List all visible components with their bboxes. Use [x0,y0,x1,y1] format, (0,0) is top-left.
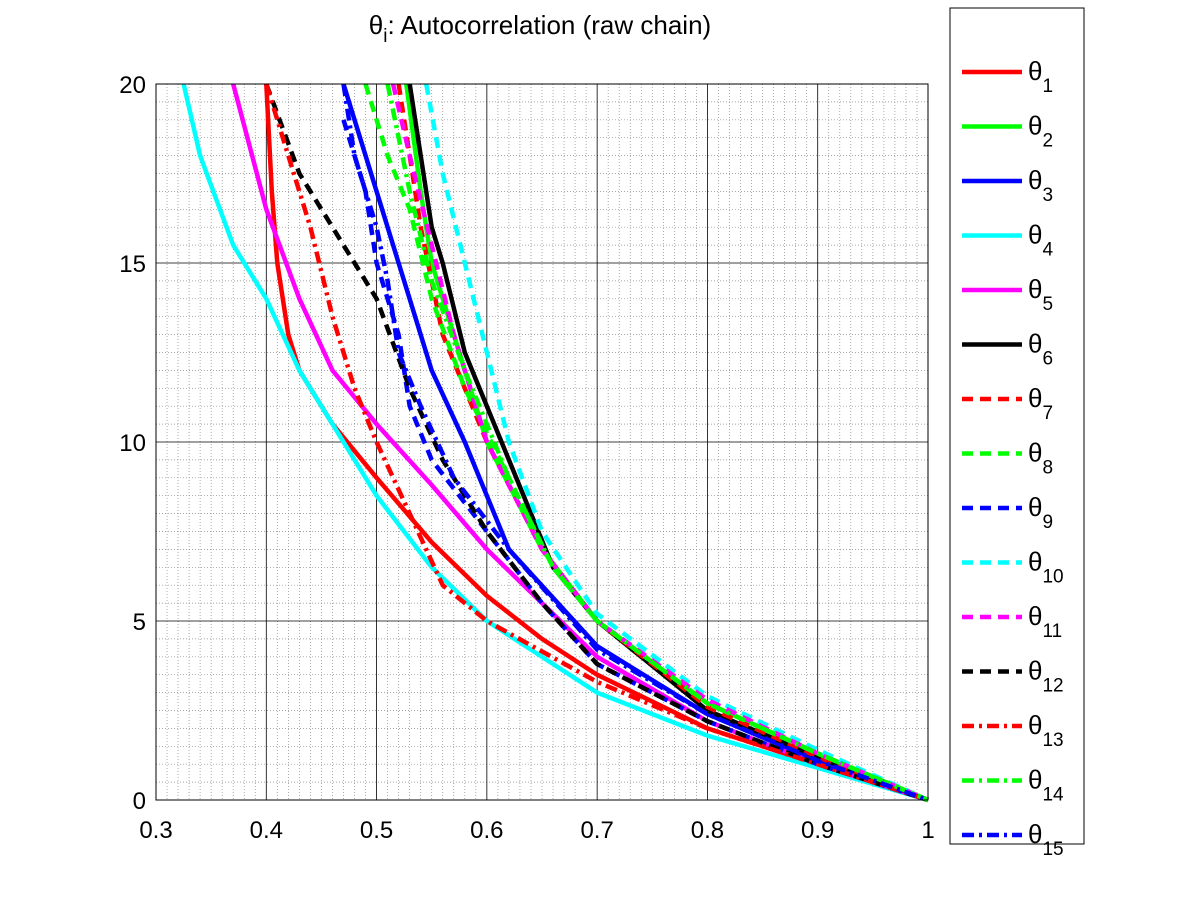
legend-label-sub: 2 [1042,131,1053,152]
legend-label-main: θ [1028,765,1042,795]
legend-label-10: θ10 [1028,547,1064,588]
legend-label-sub: 6 [1042,349,1053,370]
legend-label-8: θ8 [1028,438,1053,479]
legend-label-3: θ3 [1028,165,1053,206]
legend-label-15: θ15 [1028,819,1064,860]
legend-label-12: θ12 [1028,656,1064,697]
legend-label-main: θ [1028,329,1042,359]
y-tick-label: 15 [119,251,146,278]
x-tick-label: 0.4 [250,817,283,844]
legend-label-7: θ7 [1028,383,1053,424]
x-tick-label: 0.7 [580,817,613,844]
x-tick-label: 0.3 [139,817,172,844]
series-line-4 [181,83,929,803]
legend-label-sub: 14 [1042,785,1064,806]
x-tick-label: 0.8 [691,817,724,844]
series-line-7 [396,83,929,803]
chart-title: θi: Autocorrelation (raw chain) [369,10,711,47]
y-tick-label: 0 [133,788,146,815]
chart-title-sub: i [383,26,387,47]
series-line-10 [423,83,929,803]
series-line-15 [341,83,929,803]
legend-label-main: θ [1028,165,1042,195]
chart-title-rest: : Autocorrelation (raw chain) [387,10,711,40]
legend-label-main: θ [1028,274,1042,304]
legend-label-main: θ [1028,492,1042,522]
legend-label-13: θ13 [1028,710,1064,751]
legend-label-main: θ [1028,438,1042,468]
legend-label-sub: 3 [1042,185,1053,206]
legend-label-sub: 9 [1042,512,1053,533]
legend-label-sub: 12 [1042,676,1063,697]
legend-box [949,7,1085,845]
x-tick-label: 0.5 [360,817,393,844]
legend-label-sub: 10 [1042,567,1063,588]
legend-label-main: θ [1028,220,1042,250]
legend-label-main: θ [1028,710,1042,740]
legend-label-9: θ9 [1028,492,1053,533]
legend-label-5: θ5 [1028,274,1053,315]
series-line-3 [341,83,929,803]
legend-label-main: θ [1028,111,1042,141]
legend-label-6: θ6 [1028,329,1053,370]
legend-label-main: θ [1028,56,1042,86]
legend-label-11: θ11 [1028,601,1062,642]
x-tick-label: 1 [921,817,934,844]
legend-label-sub: 4 [1042,240,1053,261]
series-line-1 [264,83,929,803]
axes-box [155,83,929,801]
series-line-13 [264,83,929,803]
y-tick-label: 20 [119,72,146,99]
legend-label-sub: 15 [1042,839,1063,860]
x-tick-label: 0.9 [801,817,834,844]
x-tick-label: 0.6 [470,817,503,844]
legend-label-main: θ [1028,819,1042,849]
y-tick-label: 5 [133,609,146,636]
legend-label-4: θ4 [1028,220,1053,261]
chart-title-main: θ [369,10,383,40]
legend-label-main: θ [1028,383,1042,413]
legend-label-sub: 13 [1042,730,1063,751]
legend-label-sub: 7 [1042,403,1053,424]
legend-label-main: θ [1028,601,1042,631]
legend-label-sub: 8 [1042,458,1053,479]
legend-label-main: θ [1028,547,1042,577]
y-tick-label: 10 [119,430,146,457]
legend-label-1: θ1 [1028,56,1053,97]
legend-label-main: θ [1028,656,1042,686]
legend-label-sub: 11 [1042,621,1062,642]
legend-label-2: θ2 [1028,111,1053,152]
legend-label-14: θ14 [1028,765,1064,806]
series-line-14 [385,83,929,803]
series-line-8 [363,83,929,803]
legend-label-sub: 5 [1042,294,1053,315]
legend-label-sub: 1 [1042,76,1053,97]
